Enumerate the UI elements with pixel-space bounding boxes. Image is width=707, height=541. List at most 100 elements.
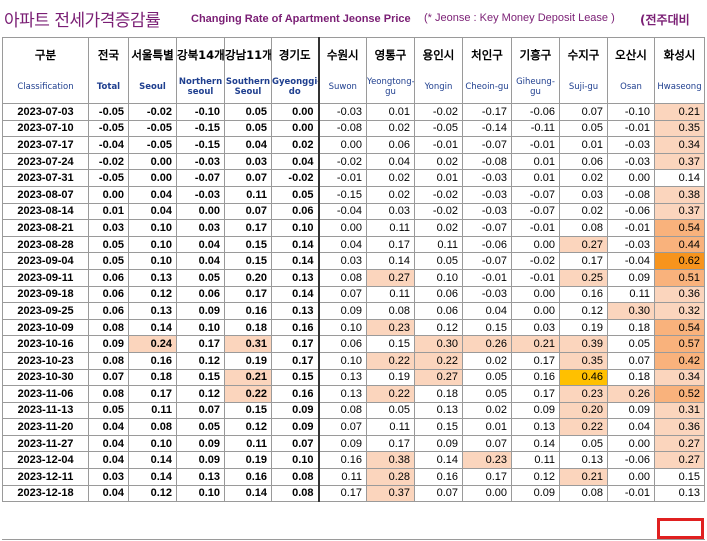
cell-value: 0.02 — [559, 169, 608, 187]
cell-value: -0.05 — [414, 119, 463, 138]
cell-value: 0.57 — [654, 335, 705, 353]
cell-value: 0.10 — [414, 268, 463, 287]
col-ko-0: 구분 — [2, 37, 89, 71]
cell-value: -0.03 — [607, 152, 655, 171]
cell-value: 0.05 — [88, 235, 129, 254]
cell-value: 0.05 — [224, 103, 272, 121]
cell-value: 0.13 — [271, 268, 319, 287]
cell-value: -0.07 — [511, 185, 560, 204]
table-row: 2023-08-07 0.00 0.04 -0.03 0.11 0.05 -0.15 0.02… — [2, 185, 705, 204]
cell-value: 0.09 — [607, 268, 655, 287]
cell-value: 0.06 — [414, 285, 463, 304]
table-row: 2023-11-06 0.08 0.17 0.12 0.22 0.16 0.13 0.22 0.… — [2, 385, 705, 403]
cell-value: 0.27 — [654, 434, 705, 453]
cell-value: 0.04 — [607, 418, 655, 436]
cell-value: 0.00 — [128, 152, 177, 171]
cell-value: 0.62 — [654, 252, 705, 270]
cell-value: 0.05 — [271, 185, 319, 204]
cell-value: -0.07 — [462, 219, 512, 237]
cell-value: 0.08 — [88, 385, 129, 403]
cell-value: 0.12 — [559, 302, 608, 320]
cell-value: 0.12 — [414, 318, 463, 337]
cell-value: 0.09 — [176, 434, 225, 453]
cell-value: 0.42 — [654, 351, 705, 370]
col-en-2: Seoul — [128, 71, 177, 104]
cell-value: 0.01 — [414, 169, 463, 187]
cell-value: -0.01 — [607, 219, 655, 237]
col-ko-1: 전국 — [88, 37, 129, 71]
cell-value: 0.00 — [271, 119, 319, 138]
col-en-6: Suwon — [317, 71, 367, 104]
cell-value: 0.06 — [271, 202, 319, 221]
title-bar: 아파트 전세가격증감률 Changing Rate of Apartment J… — [0, 0, 707, 38]
cell-value: 0.09 — [271, 401, 319, 420]
cell-value: -0.03 — [462, 285, 512, 304]
row-date: 2023-09-18 — [2, 285, 89, 304]
cell-value: -0.06 — [607, 202, 655, 221]
table-row: 2023-09-04 0.05 0.10 0.04 0.15 0.14 0.03 0.14 0.… — [2, 252, 705, 270]
table-row: 2023-08-14 0.01 0.04 0.00 0.07 0.06 -0.04 0.03-… — [2, 202, 705, 221]
title-comparison: (전주대비 — [640, 13, 690, 27]
cell-value: 0.08 — [128, 418, 177, 436]
cell-value: 0.15 — [224, 401, 272, 420]
cell-value: 0.10 — [317, 318, 367, 337]
cell-value: 0.09 — [271, 418, 319, 436]
cell-value: -0.08 — [462, 152, 512, 171]
cell-value: 0.04 — [128, 185, 177, 204]
cell-value: 0.00 — [607, 169, 655, 187]
cell-value: 0.04 — [88, 418, 129, 436]
cell-value: 0.04 — [88, 434, 129, 453]
cell-value: 0.27 — [559, 235, 608, 254]
cell-value: -0.08 — [607, 185, 655, 204]
cell-value: 0.03 — [559, 185, 608, 204]
cell-value: 0.26 — [462, 335, 512, 353]
cell-value: -0.11 — [511, 119, 560, 138]
cell-value: 0.14 — [654, 169, 705, 187]
cell-value: -0.15 — [317, 185, 367, 204]
row-date: 2023-10-30 — [2, 368, 89, 387]
cell-value: 0.04 — [176, 235, 225, 254]
col-ko-8: 용인시 — [414, 37, 463, 71]
cell-value: 0.02 — [414, 219, 463, 237]
cell-value: 0.05 — [366, 401, 415, 420]
cell-value: 0.05 — [88, 401, 129, 420]
cell-value: -0.01 — [414, 136, 463, 154]
cell-value: 0.14 — [128, 451, 177, 470]
cell-value: 0.14 — [128, 468, 177, 486]
cell-value: -0.03 — [176, 152, 225, 171]
cell-value: 0.35 — [654, 119, 705, 138]
cell-value: 0.16 — [224, 302, 272, 320]
row-date: 2023-08-14 — [2, 202, 89, 221]
cell-value: -0.03 — [317, 103, 367, 121]
cell-value: 0.00 — [317, 219, 367, 237]
cell-value: 0.01 — [559, 136, 608, 154]
cell-value: 0.03 — [88, 219, 129, 237]
cell-value: -0.02 — [317, 152, 367, 171]
cell-value: -0.01 — [511, 136, 560, 154]
cell-value: 0.14 — [128, 318, 177, 337]
cell-value: 0.15 — [654, 468, 705, 486]
cell-value: 0.16 — [317, 451, 367, 470]
cell-value: 0.09 — [317, 434, 367, 453]
cell-value: 0.00 — [128, 169, 177, 187]
col-ko-9: 처인구 — [462, 37, 512, 71]
cell-value: -0.03 — [462, 185, 512, 204]
cell-value: 0.07 — [559, 103, 608, 121]
cell-value: 0.17 — [271, 335, 319, 353]
cell-value: 0.06 — [366, 136, 415, 154]
table-row: 2023-09-18 0.06 0.12 0.06 0.17 0.14 0.07 0.11 0.… — [2, 285, 705, 304]
cell-value: 0.02 — [414, 152, 463, 171]
cell-value: 0.17 — [128, 385, 177, 403]
cell-value: 0.24 — [128, 335, 177, 353]
cell-value: 0.17 — [271, 351, 319, 370]
cell-value: 0.14 — [414, 451, 463, 470]
cell-value: 0.17 — [511, 351, 560, 370]
cell-value: 0.54 — [654, 318, 705, 337]
cell-value: 0.14 — [271, 285, 319, 304]
cell-value: 0.07 — [317, 285, 367, 304]
cell-value: 0.12 — [128, 285, 177, 304]
col-en-1: Total — [88, 71, 129, 104]
cell-value: 0.11 — [511, 451, 560, 470]
cell-value: -0.08 — [317, 119, 367, 138]
cell-value: 0.17 — [224, 285, 272, 304]
